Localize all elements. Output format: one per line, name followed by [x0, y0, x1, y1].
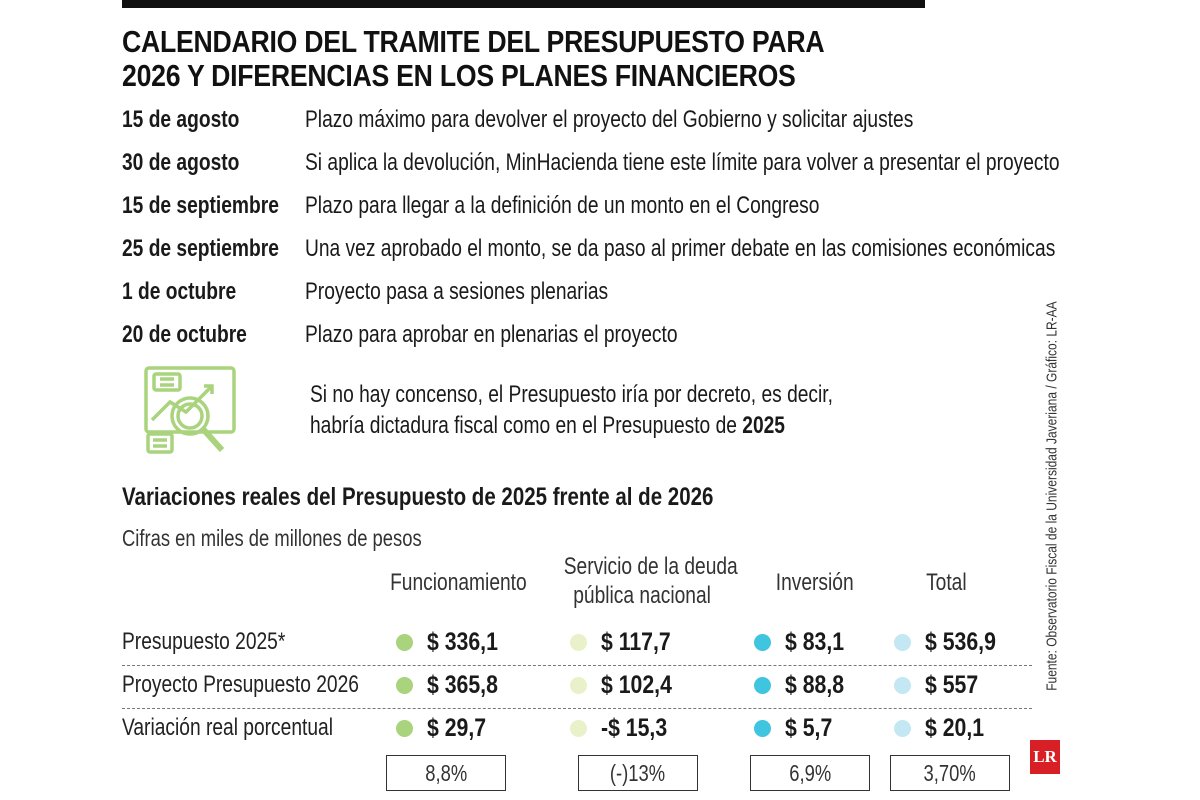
series-dot: [570, 677, 587, 694]
row-divider: [122, 665, 1032, 666]
table-cell: $ 336,1: [396, 628, 510, 657]
series-dot: [570, 720, 587, 737]
title-line-1: CALENDARIO DEL TRAMITE DEL PRESUPUESTO P…: [122, 24, 939, 60]
table-cell: $ 102,4: [570, 671, 684, 700]
series-dot: [754, 677, 771, 694]
calendar-description: Si aplica la devolución, MinHacienda tie…: [305, 149, 1060, 176]
column-header-total: Total: [925, 569, 967, 596]
series-dot: [754, 720, 771, 737]
table-cell: $ 20,1: [894, 714, 995, 743]
series-dot: [754, 634, 771, 651]
note-year: 2025: [742, 412, 785, 439]
cell-value: -$ 15,3: [601, 714, 668, 742]
row-label: Proyecto Presupuesto 2026: [122, 671, 359, 698]
table-cell: $ 117,7: [570, 628, 683, 657]
note-text: Si no hay concenso, el Presupuesto iría …: [310, 381, 833, 408]
series-dot: [894, 677, 911, 694]
series-dot: [396, 634, 413, 651]
note-text: habría dictadura fiscal como en el Presu…: [310, 412, 743, 439]
calendar-date: 30 de agosto: [122, 149, 240, 176]
column-header-inversion: Inversión: [776, 569, 854, 596]
note-line-2: habría dictadura fiscal como en el Presu…: [310, 412, 904, 440]
calendar-description: Plazo máximo para devolver el proyecto d…: [305, 106, 914, 133]
cell-value: $ 20,1: [925, 714, 985, 742]
table-cell: $ 365,8: [396, 671, 510, 700]
cell-value: $ 536,9: [925, 628, 996, 656]
cell-value: $ 336,1: [427, 628, 498, 656]
table-title: Variaciones reales del Presupuesto de 20…: [122, 483, 843, 512]
table-cell: -$ 15,3: [570, 714, 679, 743]
cell-value: $ 29,7: [427, 714, 487, 742]
table-subtitle-text: Cifras en miles de millones de pesos: [122, 525, 422, 551]
source-credit: Fuente: Observatorio Fiscal de la Univer…: [1043, 301, 1061, 691]
percentage-box-funcionamiento: 8,8%: [386, 755, 506, 791]
series-dot: [570, 634, 587, 651]
percentage-box-total: 3,70%: [890, 755, 1010, 791]
cell-value: $ 102,4: [601, 671, 672, 699]
series-dot: [894, 720, 911, 737]
calendar-description: Plazo para aprobar en plenarias el proye…: [305, 321, 678, 348]
column-header-funcionamiento: Funcionamiento: [389, 569, 527, 596]
note-line-1: Si no hay concenso, el Presupuesto iría …: [310, 381, 964, 409]
title-line-2: 2026 Y DIFERENCIAS EN LOS PLANES FINANCI…: [122, 58, 905, 94]
table-cell: $ 557: [894, 671, 988, 700]
cell-value: $ 557: [925, 671, 979, 699]
table-subtitle: Cifras en miles de millones de pesos: [122, 525, 497, 552]
top-rule: [122, 0, 925, 8]
calendar-date: 1 de octubre: [122, 278, 237, 305]
percentage-box-servicio-deuda: (-)13%: [578, 755, 698, 791]
series-dot: [894, 634, 911, 651]
chart-analysis-magnifier-icon: [140, 364, 240, 465]
lr-logo: LR: [1030, 740, 1060, 774]
column-header-servicio-deuda: Servicio de la deuda pública nacional: [563, 553, 738, 609]
cell-value: $ 83,1: [785, 628, 845, 656]
row-label: Presupuesto 2025*: [122, 628, 286, 655]
table-cell: $ 5,7: [754, 714, 841, 743]
table-title-text: Variaciones reales del Presupuesto de 20…: [122, 483, 714, 511]
cell-value: $ 88,8: [785, 671, 845, 699]
calendar-description: Proyecto pasa a sesiones plenarias: [305, 278, 609, 305]
table-cell: $ 88,8: [754, 671, 855, 700]
calendar-date: 15 de septiembre: [122, 192, 279, 219]
row-label: Variación real porcentual: [122, 714, 333, 741]
calendar-date: 20 de octubre: [122, 321, 247, 348]
calendar-date: 15 de agosto: [122, 106, 240, 133]
series-dot: [396, 720, 413, 737]
title-text: 2026 Y DIFERENCIAS EN LOS PLANES FINANCI…: [122, 58, 796, 93]
percentage-box-inversion: 6,9%: [750, 755, 870, 791]
row-divider: [122, 708, 1032, 709]
cell-value: $ 117,7: [601, 628, 671, 656]
title-text: CALENDARIO DEL TRAMITE DEL PRESUPUESTO P…: [122, 24, 825, 59]
table-cell: $ 83,1: [754, 628, 855, 657]
table-cell: $ 29,7: [396, 714, 497, 743]
calendar-date: 25 de septiembre: [122, 235, 279, 262]
cell-value: $ 5,7: [785, 714, 833, 742]
cell-value: $ 365,8: [427, 671, 498, 699]
calendar-description: Plazo para llegar a la definición de un …: [305, 192, 820, 219]
series-dot: [396, 677, 413, 694]
calendar-description: Una vez aprobado el monto, se da paso al…: [305, 235, 1056, 262]
table-cell: $ 536,9: [894, 628, 1008, 657]
